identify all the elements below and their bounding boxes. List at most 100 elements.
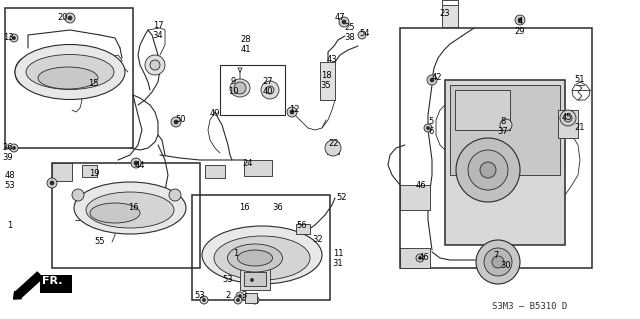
Ellipse shape: [15, 44, 125, 100]
Circle shape: [248, 276, 256, 284]
Text: 11: 11: [333, 249, 343, 258]
Circle shape: [358, 31, 366, 39]
Text: 23: 23: [440, 9, 451, 18]
Bar: [327, 142, 339, 154]
Text: 25: 25: [345, 23, 355, 32]
Text: 49: 49: [210, 108, 220, 117]
Circle shape: [134, 161, 138, 165]
Circle shape: [251, 296, 259, 304]
Bar: [400, 28, 592, 268]
Circle shape: [145, 55, 165, 75]
Circle shape: [560, 110, 576, 126]
Circle shape: [325, 140, 341, 156]
Text: 10: 10: [228, 87, 238, 97]
Text: 53: 53: [195, 291, 205, 300]
Bar: [445, 80, 565, 245]
Circle shape: [480, 162, 496, 178]
Circle shape: [10, 34, 18, 42]
Circle shape: [476, 240, 520, 284]
Circle shape: [236, 292, 244, 300]
Text: 12: 12: [289, 106, 300, 115]
Text: 48: 48: [4, 172, 15, 181]
Circle shape: [250, 278, 253, 281]
Circle shape: [234, 82, 246, 94]
Text: 42: 42: [432, 73, 442, 83]
Circle shape: [202, 299, 205, 301]
FancyArrow shape: [13, 272, 43, 299]
Bar: [240, 268, 270, 290]
Circle shape: [150, 60, 160, 70]
Bar: [52, 163, 72, 181]
Bar: [205, 165, 225, 178]
Ellipse shape: [202, 226, 322, 284]
Circle shape: [342, 20, 346, 24]
Text: 43: 43: [326, 56, 337, 64]
Text: 16: 16: [128, 204, 138, 212]
Ellipse shape: [230, 79, 250, 97]
Text: 45: 45: [562, 114, 572, 122]
Text: S3M3 – B5310 D: S3M3 – B5310 D: [492, 302, 568, 311]
Bar: [52, 163, 200, 268]
Text: 28: 28: [241, 35, 252, 44]
Circle shape: [131, 158, 141, 168]
Circle shape: [72, 189, 84, 201]
Text: 5: 5: [428, 117, 434, 127]
Circle shape: [468, 150, 508, 190]
Text: 35: 35: [321, 80, 332, 90]
Bar: [455, 90, 510, 130]
Bar: [558, 110, 578, 138]
Bar: [244, 272, 266, 286]
Bar: [442, 5, 458, 27]
Ellipse shape: [26, 55, 114, 90]
Text: 19: 19: [89, 168, 99, 177]
Text: 2: 2: [225, 291, 230, 300]
Text: 34: 34: [153, 31, 163, 40]
Circle shape: [50, 181, 54, 185]
Text: 6: 6: [428, 128, 434, 137]
Ellipse shape: [86, 192, 174, 228]
Text: 52: 52: [337, 194, 348, 203]
Text: 21: 21: [575, 123, 585, 132]
Circle shape: [430, 78, 434, 82]
Text: 24: 24: [243, 160, 253, 168]
Bar: [40, 275, 72, 293]
Text: 13: 13: [3, 33, 13, 42]
Text: 3: 3: [241, 291, 246, 300]
Circle shape: [65, 13, 75, 23]
Circle shape: [424, 124, 432, 132]
Circle shape: [427, 75, 437, 85]
Circle shape: [419, 256, 422, 259]
Circle shape: [13, 146, 15, 150]
Text: 46: 46: [419, 254, 429, 263]
Text: 39: 39: [3, 153, 13, 162]
Text: 1: 1: [234, 249, 239, 257]
Circle shape: [500, 119, 512, 131]
Text: 27: 27: [262, 78, 273, 86]
Text: 53: 53: [223, 276, 234, 285]
Text: 16: 16: [239, 204, 250, 212]
Text: 20: 20: [58, 13, 68, 23]
Text: 51: 51: [575, 76, 585, 85]
Text: 54: 54: [360, 28, 371, 38]
Text: 22: 22: [329, 139, 339, 149]
Text: 30: 30: [500, 261, 511, 270]
Text: 9: 9: [230, 78, 236, 86]
Bar: [400, 185, 430, 210]
Circle shape: [13, 36, 15, 40]
Circle shape: [518, 18, 522, 22]
Text: 18: 18: [321, 70, 332, 79]
Bar: [5, 8, 133, 148]
Text: 41: 41: [241, 46, 252, 55]
Bar: [400, 248, 430, 268]
Circle shape: [339, 17, 349, 27]
Bar: [192, 195, 330, 300]
Text: 17: 17: [153, 20, 163, 29]
Ellipse shape: [90, 203, 140, 223]
Circle shape: [174, 120, 178, 124]
Circle shape: [10, 144, 18, 152]
Text: 44: 44: [135, 160, 145, 169]
Circle shape: [171, 117, 181, 127]
Circle shape: [416, 254, 424, 262]
Circle shape: [237, 299, 239, 301]
Ellipse shape: [74, 182, 186, 234]
